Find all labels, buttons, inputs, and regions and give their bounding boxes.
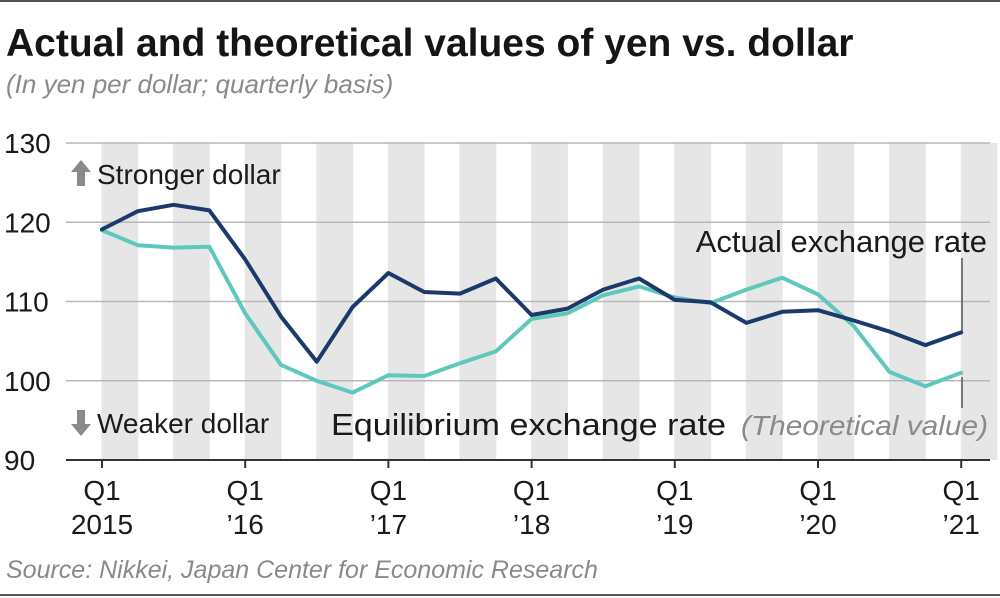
weaker-dollar-annotation: Weaker dollar — [71, 408, 269, 439]
x-tick-year-label: 2015 — [71, 509, 133, 540]
source-note: Source: Nikkei, Japan Center for Economi… — [6, 556, 598, 584]
x-tick-year-label: ’20 — [799, 509, 836, 540]
y-tick-label: 90 — [4, 445, 35, 476]
bottom-rule — [0, 594, 1000, 596]
equilibrium-series-note: (Theoretical value) — [741, 410, 988, 441]
x-tick-year-label: ’16 — [227, 509, 264, 540]
x-tick-quarter-label: Q1 — [83, 475, 120, 506]
x-tick-quarter-label: Q1 — [799, 475, 836, 506]
y-tick-label: 120 — [4, 207, 51, 238]
chart-subtitle: (In yen per dollar; quarterly basis) — [6, 69, 394, 99]
series-line-equilibrium — [100, 228, 964, 395]
arrow-up-icon — [71, 160, 91, 186]
top-rule — [0, 0, 1000, 2]
weaker-dollar-label: Weaker dollar — [97, 408, 269, 439]
actual-series-label: Actual exchange rate — [696, 224, 987, 259]
x-tick-quarter-label: Q1 — [513, 475, 550, 506]
y-axis-ticks: 90 100 110 120 130 — [4, 128, 51, 476]
stronger-dollar-label: Stronger dollar — [97, 159, 281, 190]
arrow-down-icon — [71, 410, 91, 436]
equilibrium-series-label: Equilibrium exchange rate — [331, 407, 726, 442]
x-tick-year-label: ’19 — [656, 509, 693, 540]
y-tick-label: 110 — [4, 287, 49, 318]
x-tick-year-label: ’18 — [513, 509, 550, 540]
y-tick-label: 130 — [4, 128, 51, 159]
x-tick-quarter-label: Q1 — [656, 475, 693, 506]
x-tick-year-label: ’17 — [370, 509, 407, 540]
x-tick-quarter-label: Q1 — [370, 475, 407, 506]
gridlines — [66, 142, 990, 461]
y-tick-label: 100 — [4, 366, 51, 397]
x-tick-quarter-label: Q1 — [227, 475, 264, 506]
series-line-actual — [100, 202, 964, 364]
chart-title: Actual and theoretical values of yen vs.… — [6, 22, 854, 65]
x-tick-year-label: ’21 — [943, 509, 980, 540]
x-tick-quarter-label: Q1 — [943, 475, 980, 506]
stronger-dollar-annotation: Stronger dollar — [71, 159, 281, 190]
